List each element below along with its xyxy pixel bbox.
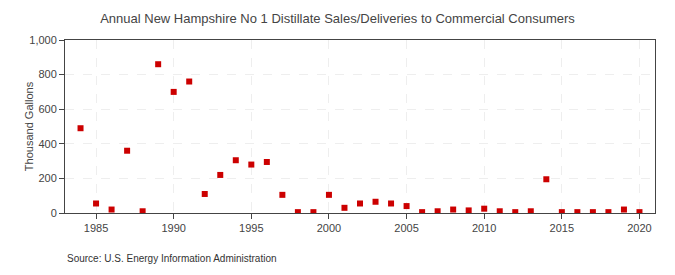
svg-text:Source: U.S. Energy Informatio: Source: U.S. Energy Information Administ… — [67, 253, 277, 264]
svg-text:2005: 2005 — [394, 222, 418, 234]
svg-text:200: 200 — [38, 172, 56, 184]
svg-text:600: 600 — [38, 103, 56, 115]
svg-text:2010: 2010 — [472, 222, 496, 234]
svg-text:1,000: 1,000 — [29, 34, 57, 46]
svg-text:Thousand Gallons: Thousand Gallons — [23, 81, 35, 171]
svg-text:Annual New Hampshire No 1 Dist: Annual New Hampshire No 1 Distillate Sal… — [100, 11, 575, 26]
svg-text:1985: 1985 — [84, 222, 108, 234]
svg-text:1990: 1990 — [161, 222, 185, 234]
svg-text:0: 0 — [51, 207, 57, 219]
svg-text:1995: 1995 — [239, 222, 263, 234]
svg-text:800: 800 — [38, 68, 56, 80]
svg-text:2015: 2015 — [550, 222, 574, 234]
svg-text:2000: 2000 — [317, 222, 341, 234]
svg-text:400: 400 — [38, 138, 56, 150]
svg-text:2020: 2020 — [627, 222, 651, 234]
